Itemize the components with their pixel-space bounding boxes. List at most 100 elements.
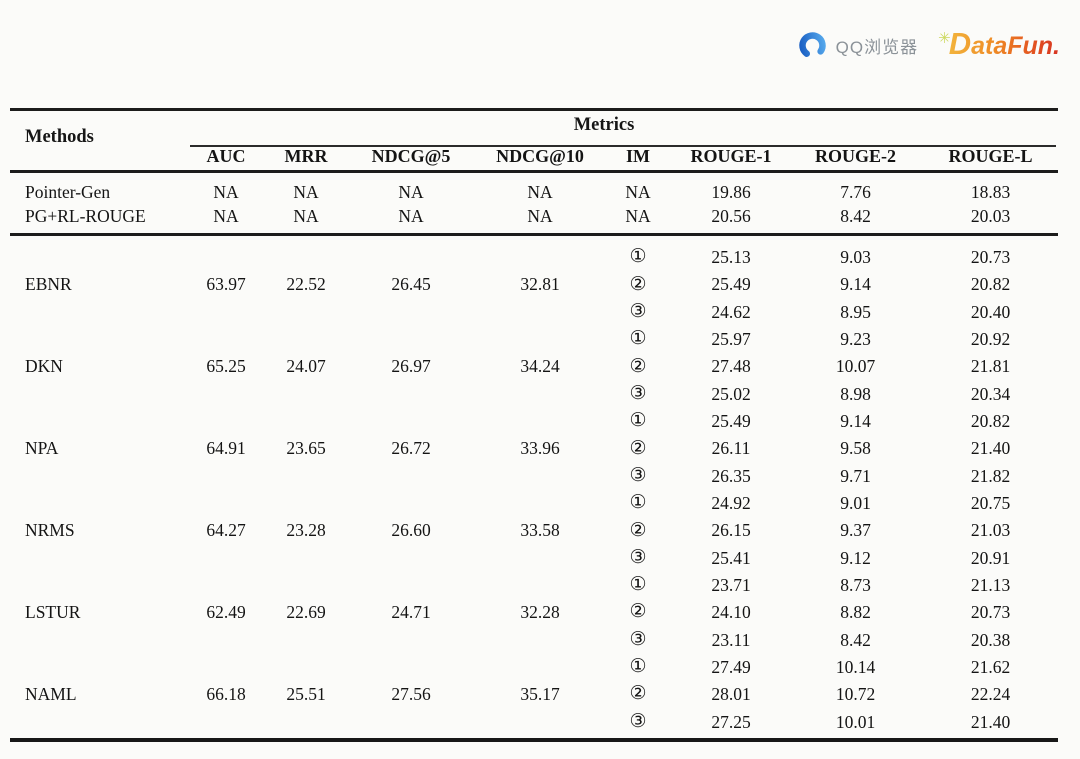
cell-rouge1: 25.49: [711, 411, 751, 431]
cell-mrr: 22.69: [286, 602, 326, 623]
datafun-wordmark: DataFun.: [948, 26, 1060, 61]
cell-rougeL: 21.03: [970, 520, 1011, 541]
cell-im: ①: [629, 574, 647, 596]
cell-auc: 66.18: [206, 684, 246, 705]
cell-rouge2: 8.42: [840, 206, 871, 227]
qq-browser-logo: QQ浏览器: [798, 31, 918, 60]
column-header-mrr: MRR: [284, 146, 328, 167]
cell-ndcg5: 26.97: [391, 356, 431, 377]
cell-rougeL: 20.73: [970, 602, 1011, 623]
cell-im: ②: [629, 273, 647, 295]
cell-rougeL: 21.40: [970, 438, 1011, 459]
cell-im: ③: [629, 382, 647, 404]
logo-bar: QQ浏览器 ✳ DataFun.: [798, 27, 1060, 63]
cell-mrr: 25.51: [286, 684, 326, 705]
cell-rouge1: 24.62: [711, 301, 751, 322]
cell-auc: NA: [213, 181, 239, 202]
cell-rouge2: 8.98: [840, 383, 871, 404]
baseline-rows: Pointer-Gen NA NA NA NA NA 19.86 7.76 18.83 PG+RL…: [10, 180, 1058, 229]
cell-rouge1: 25.49: [711, 274, 751, 295]
cell-ndcg10: 33.96: [520, 438, 560, 459]
cell-auc: 63.97: [206, 274, 246, 295]
cell-rouge1: 26.15: [711, 520, 751, 541]
cell-rougeL: 18.83: [970, 181, 1011, 202]
table-group-lstur: LSTUR 62.49 22.69 24.71 32.28 ① 23.71 8.73 21.13…: [10, 572, 1058, 654]
cell-method: LSTUR: [25, 602, 81, 623]
cell-rougeL: 20.34: [970, 383, 1011, 404]
cell-rouge2: 9.03: [840, 247, 871, 268]
cell-im: NA: [625, 206, 651, 227]
column-header-ndcg5: NDCG@5: [371, 146, 451, 167]
cell-im: NA: [625, 181, 651, 202]
cell-method: EBNR: [25, 274, 72, 295]
cell-im: ①: [629, 328, 647, 350]
cell-rouge2: 9.37: [840, 520, 871, 541]
column-header-im: IM: [626, 146, 650, 167]
cell-rouge2: 8.95: [840, 301, 871, 322]
cell-im: ①: [629, 410, 647, 432]
cell-rouge2: 8.82: [840, 602, 871, 623]
methods-header: Methods: [25, 127, 94, 147]
group-rows: EBNR 63.97 22.52 26.45 32.81 ① 25.13 9.03 20.73 ②…: [10, 244, 1058, 736]
cell-rouge2: 9.14: [840, 274, 871, 295]
cell-ndcg5: 26.72: [391, 438, 431, 459]
cell-ndcg5: NA: [398, 181, 424, 202]
baseline-separator-rule: [10, 233, 1058, 236]
cell-rouge2: 9.01: [840, 492, 871, 513]
cell-rouge1: 23.71: [711, 574, 751, 595]
cell-rougeL: 20.40: [970, 301, 1011, 322]
cell-rougeL: 20.82: [970, 274, 1011, 295]
cell-im: ③: [629, 546, 647, 568]
cell-ndcg10: 32.28: [520, 602, 560, 623]
cell-rougeL: 20.92: [970, 329, 1011, 350]
cell-rouge2: 8.73: [840, 574, 871, 595]
cell-im: ①: [629, 246, 647, 268]
cell-ndcg10: 33.58: [520, 520, 560, 541]
column-header-auc: AUC: [206, 146, 246, 167]
cell-ndcg5: 27.56: [391, 684, 431, 705]
cell-rougeL: 20.73: [970, 247, 1011, 268]
cell-rouge2: 7.76: [840, 181, 871, 202]
table-group-ebnr: EBNR 63.97 22.52 26.45 32.81 ① 25.13 9.03 20.73 ②…: [10, 244, 1058, 326]
cell-method: NAML: [25, 684, 77, 705]
cell-mrr: 23.28: [286, 520, 326, 541]
cell-ndcg5: NA: [398, 206, 424, 227]
cell-mrr: NA: [293, 206, 319, 227]
datafun-spark-icon: ✳: [938, 30, 951, 47]
table-group-dkn: DKN 65.25 24.07 26.97 34.24 ① 25.97 9.23 20.92 ② 2…: [10, 326, 1058, 408]
cell-rouge1: 25.13: [711, 247, 751, 268]
metrics-header: Metrics: [573, 115, 635, 135]
cell-rouge1: 27.25: [711, 711, 751, 732]
cell-rougeL: 20.91: [970, 547, 1011, 568]
cell-auc: 62.49: [206, 602, 246, 623]
cell-ndcg5: 26.60: [391, 520, 431, 541]
column-header-rouge1: ROUGE-1: [690, 146, 772, 167]
cell-rouge2: 10.01: [835, 711, 876, 732]
cell-rouge1: 19.86: [711, 181, 751, 202]
cell-ndcg10: NA: [527, 206, 553, 227]
table-group-naml: NAML 66.18 25.51 27.56 35.17 ① 27.49 10.14 21.62…: [10, 654, 1058, 736]
cell-rouge2: 9.71: [840, 465, 871, 486]
metrics-cmidrule: [190, 145, 1056, 147]
cell-mrr: 24.07: [286, 356, 326, 377]
cell-rouge1: 26.35: [711, 465, 751, 486]
cell-auc: NA: [213, 206, 239, 227]
cell-im: ②: [629, 519, 647, 541]
cell-rouge1: 24.92: [711, 492, 751, 513]
header-bottom-rule: [10, 170, 1058, 173]
cell-rougeL: 21.82: [970, 465, 1011, 486]
cell-rouge2: 9.23: [840, 329, 871, 350]
cell-im: ①: [629, 492, 647, 514]
cell-ndcg10: 34.24: [520, 356, 560, 377]
cell-ndcg10: 35.17: [520, 684, 560, 705]
cell-rougeL: 21.13: [970, 574, 1011, 595]
column-header-rougeL: ROUGE-L: [948, 146, 1033, 167]
table-group-npa: NPA 64.91 23.65 26.72 33.96 ① 25.49 9.14 20.82 ② 2…: [10, 408, 1058, 490]
cell-im: ③: [629, 300, 647, 322]
cell-rouge2: 10.14: [835, 656, 876, 677]
cell-rouge1: 25.41: [711, 547, 751, 568]
cell-ndcg10: NA: [527, 181, 553, 202]
cell-ndcg10: 32.81: [520, 274, 560, 295]
cell-mrr: NA: [293, 181, 319, 202]
cell-rouge1: 26.11: [711, 438, 751, 459]
